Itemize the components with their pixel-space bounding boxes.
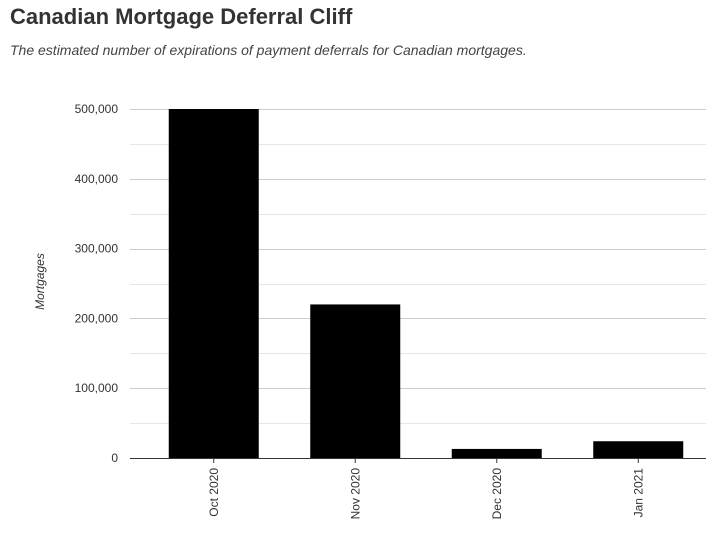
x-tick-label: Oct 2020 (207, 468, 221, 517)
y-tick-label: 300,000 (75, 242, 119, 256)
y-tick-label: 100,000 (75, 381, 119, 395)
bar-dec-2020 (451, 448, 542, 458)
y-tick-labels: 0 100,000 200,000 300,000 400,000 500,000 (75, 102, 119, 465)
bar-nov-2020 (310, 304, 401, 458)
x-tick-label: Nov 2020 (348, 468, 362, 520)
y-tick-label: 200,000 (75, 311, 119, 325)
bar-oct-2020 (168, 109, 259, 458)
x-tick-labels: Oct 2020 Nov 2020 Dec 2020 Jan 2021 (207, 468, 646, 520)
y-tick-label: 0 (111, 451, 118, 465)
chart-title: Canadian Mortgage Deferral Cliff (10, 4, 353, 29)
axes (130, 458, 706, 463)
y-tick-label: 500,000 (75, 102, 119, 116)
x-tick-label: Dec 2020 (490, 468, 504, 520)
y-axis-title: Mortgages (33, 253, 47, 310)
y-tick-label: 400,000 (75, 172, 119, 186)
chart-subtitle: The estimated number of expirations of p… (10, 42, 527, 58)
bar-jan-2021 (593, 441, 684, 458)
x-tick-label: Jan 2021 (631, 468, 645, 518)
bars (168, 109, 684, 458)
